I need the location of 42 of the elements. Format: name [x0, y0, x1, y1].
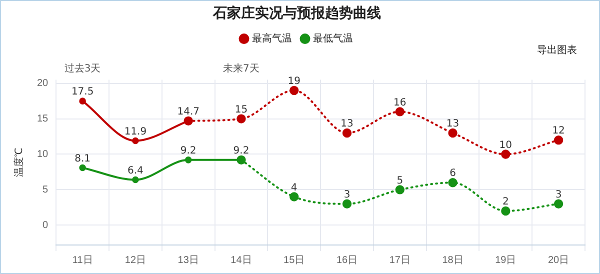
y-tick-label: 0	[42, 220, 49, 231]
data-label: 13	[446, 118, 460, 130]
y-tick-label: 15	[37, 114, 49, 125]
y-tick-label: 5	[42, 184, 49, 196]
x-tick-label: 17日	[389, 254, 410, 266]
text: 未来7天	[223, 62, 260, 74]
x-tick-label: 12日	[124, 254, 146, 266]
data-label: 12	[552, 126, 565, 137]
legend-label: 最高气温	[252, 32, 292, 45]
data-label: 2	[502, 196, 509, 208]
data-label: 8.1	[74, 153, 91, 164]
y-axis-title: 温度℃	[12, 148, 25, 177]
data-label: 13	[340, 118, 354, 130]
data-label: 15	[234, 104, 248, 116]
x-tick-label: 13日	[178, 254, 199, 266]
data-label: 16	[394, 97, 406, 108]
data-label: 14.7	[177, 106, 200, 118]
data-label: 11.9	[124, 126, 147, 138]
data-label: 3	[555, 189, 562, 200]
y-tick-label: 10	[37, 148, 49, 160]
data-label: 9.2	[180, 146, 196, 157]
data-label: 19	[288, 76, 300, 88]
data-label: 3	[344, 189, 350, 200]
legend-label: 最低气温	[313, 32, 353, 45]
text: 过去3天	[64, 62, 101, 74]
x-tick-label: 20日	[548, 254, 570, 266]
data-label: 10	[499, 140, 512, 151]
x-tick-label: 16日	[336, 254, 358, 266]
data-label: 17.5	[71, 86, 94, 98]
data-label: 4	[290, 182, 298, 194]
x-tick-label: 19日	[495, 254, 516, 266]
x-tick-label: 14日	[230, 254, 252, 266]
x-tick-label: 15日	[284, 254, 305, 266]
data-label: 6	[450, 168, 456, 180]
x-tick-label: 18日	[442, 254, 464, 266]
data-label: 9.2	[233, 146, 250, 157]
data-label: 6.4	[128, 165, 144, 176]
x-tick-label: 11日	[72, 254, 93, 266]
data-label: 5	[396, 175, 404, 186]
text: 导出图表	[537, 44, 577, 57]
chart-title: 石家庄实况与预报趋势曲线	[212, 4, 381, 20]
y-tick-label: 20	[37, 78, 49, 90]
